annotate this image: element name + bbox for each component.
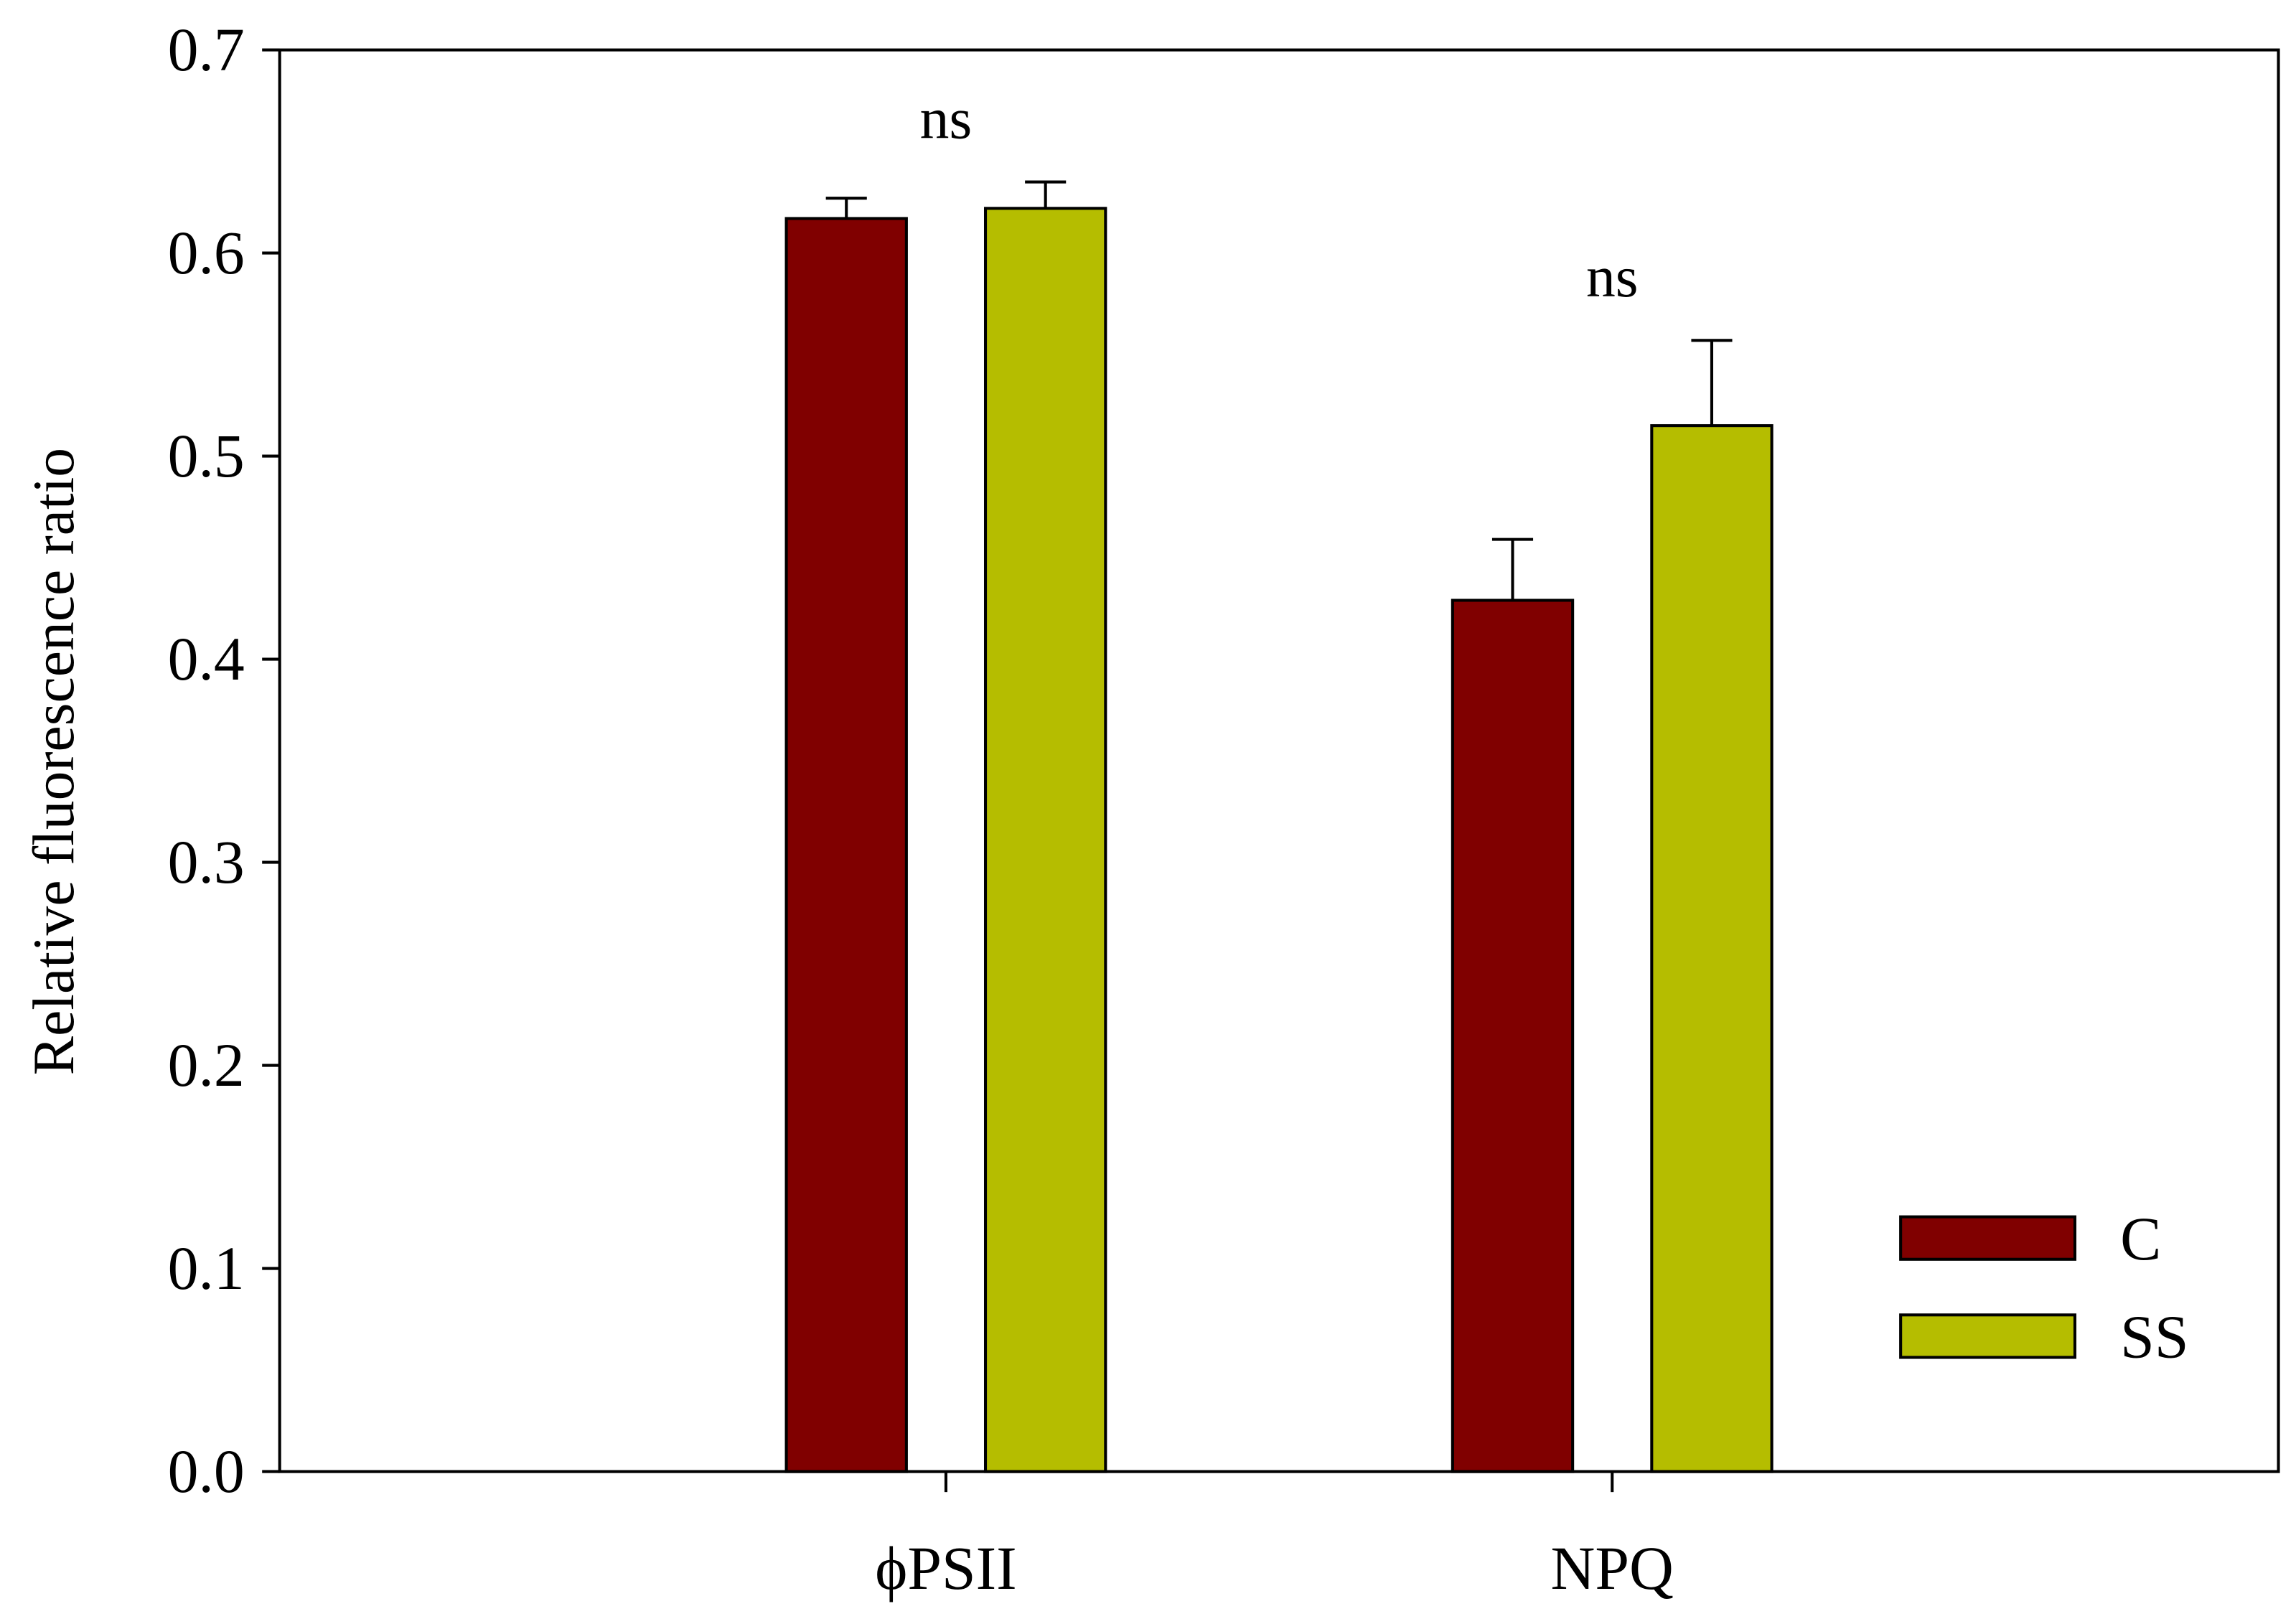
x-tick-label: NPQ xyxy=(1551,1534,1674,1602)
legend-swatch xyxy=(1899,1215,2076,1261)
y-tick-label: 0.0 xyxy=(168,1437,245,1506)
legend-label: C xyxy=(2120,1205,2161,1273)
bar xyxy=(1451,599,1575,1473)
x-tick-label: ϕPSII xyxy=(875,1534,1016,1602)
y-tick-label: 0.7 xyxy=(168,16,245,84)
legend-swatch xyxy=(1899,1313,2076,1359)
y-tick-label: 0.4 xyxy=(168,625,245,693)
y-axis-title: Relative fluorescence ratio xyxy=(21,448,86,1075)
bar xyxy=(784,217,908,1473)
plot-frame xyxy=(278,48,2280,1473)
y-tick-label: 0.3 xyxy=(168,828,245,896)
y-tick-label: 0.2 xyxy=(168,1031,245,1099)
y-tick-label: 0.6 xyxy=(168,219,245,287)
annotation: ns xyxy=(920,85,973,151)
y-tick-label: 0.5 xyxy=(168,422,245,490)
legend-label: SS xyxy=(2120,1303,2188,1371)
y-tick-label: 0.1 xyxy=(168,1234,245,1303)
bar xyxy=(1650,424,1773,1473)
annotation: ns xyxy=(1586,244,1639,309)
bar xyxy=(984,207,1107,1473)
